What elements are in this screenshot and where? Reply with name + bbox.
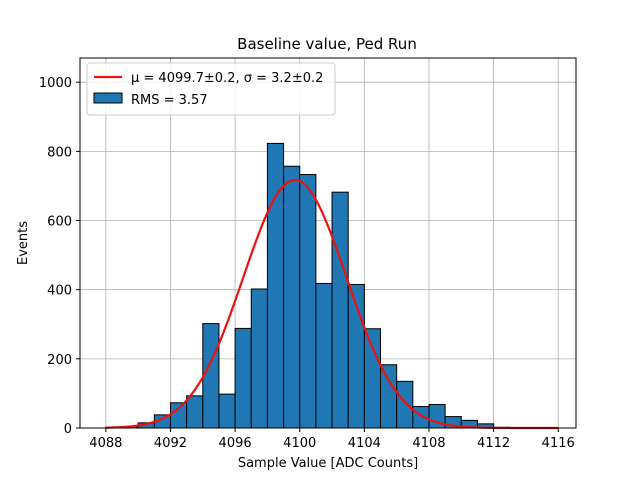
histogram-bar (218, 393, 236, 429)
histogram-bar (186, 395, 204, 429)
x-tick-label: 4092 (154, 436, 187, 451)
x-tick-label: 4096 (219, 436, 252, 451)
x-axis-ticks: 4088 4092 4096 4100 4104 4108 4112 4116 (89, 428, 575, 451)
legend-hist-label: RMS = 3.57 (131, 93, 208, 108)
histogram-bar (363, 328, 382, 429)
histogram-bar (234, 327, 252, 429)
y-tick-label: 400 (47, 284, 72, 299)
y-tick-label: 0 (64, 422, 72, 437)
y-tick-label: 600 (47, 215, 72, 230)
x-tick-label: 4100 (283, 436, 316, 451)
histogram-bar (299, 174, 317, 429)
x-tick-label: 4116 (542, 436, 575, 451)
histogram-bars (105, 142, 527, 429)
histogram-bar (169, 402, 188, 429)
x-tick-label: 4104 (348, 436, 381, 451)
y-tick-label: 200 (47, 353, 72, 368)
legend-hist-swatch (93, 92, 123, 104)
chart-title: Baseline value, Ped Run (237, 35, 417, 53)
y-tick-label: 1000 (39, 76, 72, 91)
histogram-bar (283, 165, 301, 429)
x-tick-label: 4112 (477, 436, 510, 451)
legend-frame (86, 62, 336, 116)
histogram-bar (331, 191, 349, 429)
legend: μ = 4099.7±0.2, σ = 3.2±0.2 RMS = 3.57 (86, 62, 336, 116)
y-tick-label: 800 (47, 145, 72, 160)
x-tick-label: 4108 (412, 436, 445, 451)
histogram-bar (396, 380, 414, 429)
plot-frame (79, 57, 577, 429)
legend-fit-label: μ = 4099.7±0.2, σ = 3.2±0.2 (131, 71, 323, 86)
y-axis-ticks: 0 200 400 600 800 1000 (39, 76, 80, 437)
x-axis-label: Sample Value [ADC Counts] (238, 456, 418, 471)
y-axis-label: Events (16, 221, 31, 265)
histogram-bar (266, 142, 285, 429)
histogram-bar (315, 282, 333, 429)
x-tick-label: 4088 (89, 436, 122, 451)
histogram-bar (202, 323, 220, 429)
histogram-bar (380, 364, 398, 429)
histogram-bar (250, 288, 268, 429)
